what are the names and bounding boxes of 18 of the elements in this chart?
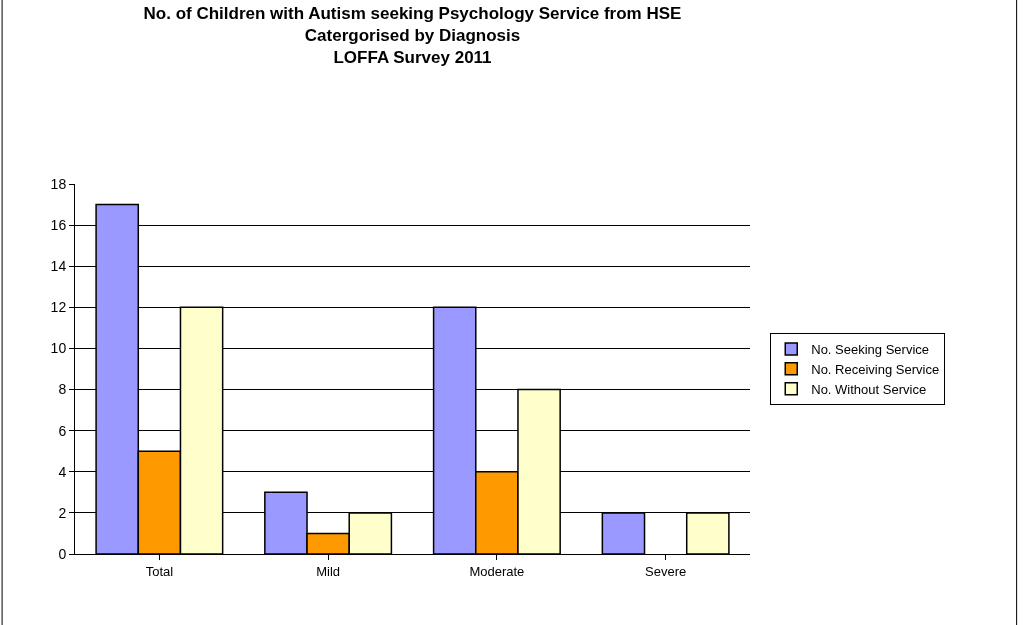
y-tick-label: 6 [58,422,67,439]
x-tick-label: Severe [645,563,687,579]
legend-label: No. Receiving Service [811,361,940,377]
x-tick-label: Moderate [469,563,525,579]
x-tick-label: Total [145,563,174,579]
y-tick-label: 14 [50,258,67,275]
y-tick-label: 12 [50,299,67,316]
legend-label: No. Without Service [811,381,927,397]
y-tick-label: 2 [58,504,67,521]
y-tick-label: 10 [50,340,67,357]
y-tick-label: 16 [50,217,67,234]
y-tick-label: 4 [58,463,67,480]
legend-label: No. Seeking Service [811,342,930,358]
chart-title: No. of Children with Autism seeking Psychology Service from HSE Catergorised by Diagnosis LOFFA Survey 2011 [143,3,682,67]
x-tick-label: Mild [316,563,341,579]
y-tick-label: 18 [50,175,67,192]
y-tick-label: 8 [58,381,67,398]
y-tick-label: 0 [58,545,67,562]
